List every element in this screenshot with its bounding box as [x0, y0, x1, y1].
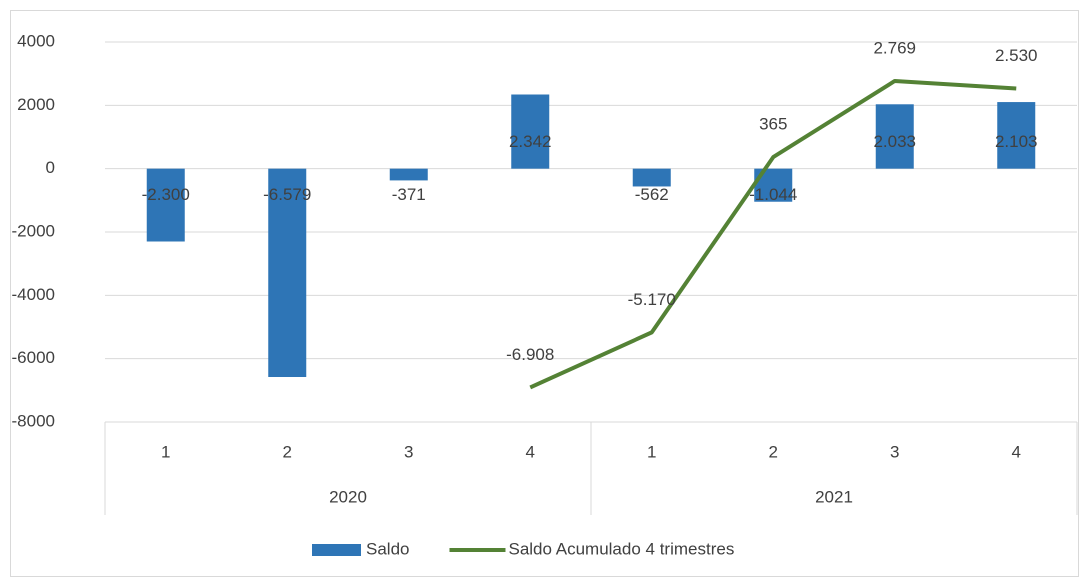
x-tick-label: 1: [647, 442, 656, 461]
bar-value-label: -562: [635, 185, 669, 204]
group-label: 2020: [329, 487, 367, 506]
bar: [389, 168, 428, 181]
line-value-label: 2.769: [873, 38, 916, 57]
line-value-label: -5.170: [628, 290, 676, 309]
bar: [632, 168, 671, 187]
y-tick-label: -6000: [12, 348, 55, 367]
x-tick-label: 4: [1012, 442, 1021, 461]
bar-value-label: 2.103: [995, 132, 1038, 151]
line-value-label: -6.908: [506, 345, 554, 364]
y-tick-label: -4000: [12, 285, 55, 304]
bar-value-label: -1.044: [749, 185, 797, 204]
bar: [875, 104, 914, 169]
x-tick-label: 4: [526, 442, 535, 461]
legend-label: Saldo Acumulado 4 trimestres: [508, 539, 734, 558]
bar-value-label: -2.300: [142, 185, 190, 204]
legend-label: Saldo: [366, 539, 409, 558]
line: [529, 78, 1017, 390]
bar-value-label: -371: [392, 185, 426, 204]
bar-value-label: 2.342: [509, 132, 552, 151]
bar-value-label: -6.579: [263, 185, 311, 204]
line-value-label: 2.530: [995, 46, 1038, 65]
line-value-label: 365: [759, 115, 787, 134]
y-tick-label: 2000: [17, 95, 55, 114]
bar: [146, 168, 185, 242]
y-tick-label: -8000: [12, 411, 55, 430]
y-tick-label: -2000: [12, 221, 55, 240]
x-tick-label: 2: [769, 442, 778, 461]
x-tick-label: 1: [161, 442, 170, 461]
x-tick-label: 3: [890, 442, 899, 461]
x-tick-label: 3: [404, 442, 413, 461]
group-label: 2021: [815, 487, 853, 506]
legend-swatch: [312, 544, 361, 556]
bar: [997, 102, 1036, 169]
bar: [511, 94, 550, 169]
x-tick-label: 2: [283, 442, 292, 461]
y-tick-label: 0: [46, 158, 55, 177]
bar-value-label: 2.033: [873, 132, 916, 151]
bar: [268, 168, 307, 378]
y-tick-label: 4000: [17, 31, 55, 50]
